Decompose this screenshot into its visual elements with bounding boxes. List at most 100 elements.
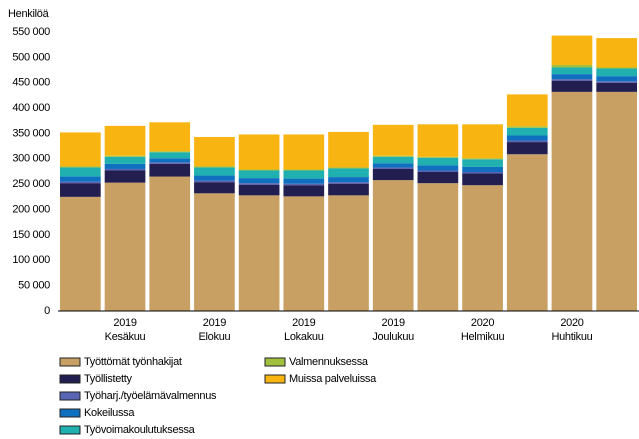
legend-swatch	[59, 408, 81, 418]
bar-segment	[506, 154, 548, 311]
x-tick-label: 2020 Helmikuu	[461, 317, 505, 343]
legend-swatch	[264, 357, 286, 367]
bar-segment	[104, 168, 146, 171]
legend-label: Muissa palveluissa	[289, 373, 377, 385]
bar-segment	[149, 122, 191, 152]
bar-segment	[194, 167, 235, 176]
bar-segment	[596, 38, 637, 68]
bar-segment	[104, 170, 146, 183]
bar-segment	[417, 156, 459, 158]
legend-swatch	[59, 425, 81, 435]
bar-segment	[104, 155, 146, 157]
y-tick-label: 50 000	[18, 280, 50, 292]
bar-segment	[506, 94, 548, 127]
bar-segment	[372, 155, 414, 157]
bar-segment	[194, 180, 235, 183]
bar-segment	[328, 131, 369, 168]
bar-segment	[60, 166, 101, 168]
bar-segment	[238, 183, 280, 185]
x-tick-label: 2019 Elokuu	[199, 317, 231, 343]
bar-segment	[328, 182, 369, 184]
y-tick-label: 400 000	[12, 102, 50, 114]
bar-segment	[238, 170, 280, 179]
legend-label: Työttömät työnhakijat	[84, 356, 182, 368]
bar-segment	[283, 170, 325, 179]
bar-segment	[283, 178, 325, 184]
bar-segment	[417, 124, 459, 157]
bar-segment	[372, 156, 414, 164]
bar-segment	[60, 196, 101, 311]
bar-segment	[194, 182, 235, 194]
legend-swatch	[59, 357, 81, 367]
y-tick-label: 500 000	[12, 51, 50, 63]
bar-segment	[551, 35, 593, 65]
bar-segment	[596, 68, 637, 77]
bar-segment	[60, 183, 101, 197]
bar-segment	[194, 193, 235, 311]
bar-segment	[238, 195, 280, 311]
bar-segment	[506, 140, 548, 143]
bar-segment	[462, 185, 503, 311]
legend-label: Työllistetty	[84, 373, 133, 385]
bar-segment	[283, 196, 325, 311]
bar-segment	[60, 176, 101, 182]
x-tick-label: 2019 Joulukuu	[372, 317, 414, 343]
bar-segment	[551, 74, 593, 80]
bar-segment	[194, 137, 235, 167]
x-tick-label: 2019 Lokakuu	[284, 317, 324, 343]
bar-segment	[283, 169, 325, 171]
bar-segment	[551, 80, 593, 92]
bar-segment	[462, 159, 503, 167]
bar-segment	[462, 124, 503, 159]
bar-segment	[149, 162, 191, 164]
legend-swatch	[59, 374, 81, 384]
bar-segment	[372, 124, 414, 156]
bar-segment	[194, 166, 235, 168]
bar-segment	[462, 173, 503, 186]
bar-segment	[596, 82, 637, 92]
legend-swatch	[264, 374, 286, 384]
y-tick-label: 450 000	[12, 77, 50, 89]
bar-segment	[328, 177, 369, 183]
bar-segment	[417, 157, 459, 166]
bar-segment	[238, 134, 280, 170]
bar-segment	[372, 163, 414, 168]
y-tick-label: 250 000	[12, 178, 50, 190]
bar-segment	[596, 76, 637, 82]
bar-segment	[149, 151, 191, 153]
bar-segment	[462, 172, 503, 174]
bar-segment	[283, 134, 325, 170]
bar-segment	[417, 170, 459, 173]
y-tick-label: 550 000	[12, 26, 50, 38]
bar-segment	[104, 163, 146, 169]
bar-segment	[283, 183, 325, 186]
x-tick-label: 2019 Kesäkuu	[105, 317, 146, 343]
legend-swatch	[59, 391, 81, 401]
bar-segment	[551, 91, 593, 311]
bar-segment	[417, 172, 459, 184]
bar-segment	[506, 135, 548, 141]
bar-segment	[417, 183, 459, 311]
bar-segment	[328, 167, 369, 169]
bar-segment	[506, 142, 548, 155]
bar-segment	[149, 152, 191, 159]
bar-segment	[506, 127, 548, 136]
y-tick-label: 0	[44, 305, 50, 317]
bar-segment	[551, 79, 593, 81]
y-tick-label: 350 000	[12, 127, 50, 139]
bar-segment	[238, 184, 280, 196]
bar-segment	[60, 181, 101, 184]
bar-segment	[417, 165, 459, 171]
bar-segment	[149, 176, 191, 311]
y-tick-label: 150 000	[12, 229, 50, 241]
bar-segment	[506, 126, 548, 128]
bar-segment	[283, 185, 325, 197]
bar-segment	[194, 175, 235, 181]
bar-segment	[60, 167, 101, 177]
bar-segment	[328, 195, 369, 311]
legend-label: Kokeilussa	[84, 407, 135, 419]
y-tick-label: 200 000	[12, 203, 50, 215]
bar-segment	[328, 183, 369, 196]
bar-segment	[104, 125, 146, 156]
